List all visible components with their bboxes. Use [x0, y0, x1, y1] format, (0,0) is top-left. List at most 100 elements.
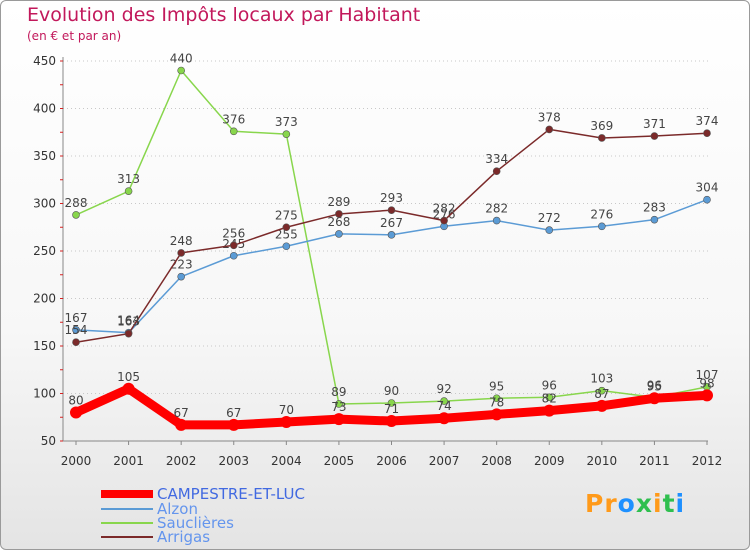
data-point-sauclieres: [598, 386, 606, 395]
data-point-sauclieres: [282, 130, 291, 138]
data-point-campestre-et-luc: [227, 418, 240, 431]
y-tick-label: 450: [33, 54, 56, 68]
x-tick-label: 2012: [692, 454, 723, 468]
data-label-campestre-et-luc: 82: [542, 392, 557, 406]
data-label-sauclieres: 89: [331, 385, 346, 399]
logo-letter: t: [662, 489, 676, 518]
x-tick-label: 2001: [113, 454, 144, 468]
data-label-arrigas: 163: [117, 315, 140, 329]
data-label-sauclieres: 376: [222, 112, 245, 126]
data-label-sauclieres: 90: [384, 384, 399, 398]
logo-letter: o: [617, 489, 636, 518]
x-tick-label: 2002: [166, 454, 197, 468]
data-point-sauclieres: [387, 399, 396, 407]
logo-letter: i: [675, 489, 686, 518]
logo-letter: x: [635, 489, 653, 518]
data-point-sauclieres: [72, 211, 80, 219]
y-tick-label: 50: [41, 434, 56, 448]
data-point-alzon: [598, 222, 606, 231]
data-label-alzon: 268: [327, 215, 350, 229]
y-tick-label: 350: [33, 149, 56, 163]
data-point-arrigas: [124, 329, 133, 338]
data-point-arrigas: [177, 249, 185, 257]
y-tick-label: 300: [33, 197, 56, 211]
data-label-alzon: 304: [696, 181, 719, 195]
data-point-sauclieres: [335, 400, 343, 408]
data-label-arrigas: 256: [222, 226, 245, 240]
data-label-arrigas: 275: [275, 208, 298, 222]
logo-letter: i: [653, 489, 663, 518]
data-point-arrigas: [492, 167, 501, 175]
y-tick-label: 400: [33, 102, 56, 116]
legend-item-arrigas: Arrigas: [101, 528, 211, 546]
data-point-campestre-et-luc: [70, 406, 82, 419]
legend-swatch-campestre-et-luc: [101, 490, 153, 498]
x-tick-label: 2000: [61, 454, 92, 468]
data-point-campestre-et-luc: [122, 382, 135, 395]
data-label-alzon: 276: [433, 207, 456, 221]
legend-label-campestre-et-luc: CAMPESTRE-ET-LUC: [157, 485, 305, 503]
y-tick-label: 200: [33, 292, 56, 306]
y-tick-label: 250: [33, 244, 56, 258]
x-tick-label: 2011: [639, 454, 670, 468]
data-point-arrigas: [703, 129, 711, 137]
legend-swatch-sauclieres: [101, 522, 153, 524]
data-label-arrigas: 378: [538, 110, 561, 124]
data-label-alzon: 255: [275, 227, 298, 241]
data-point-campestre-et-luc: [332, 413, 345, 426]
data-point-alzon: [72, 326, 80, 334]
legend-label-arrigas: Arrigas: [157, 528, 211, 546]
data-point-campestre-et-luc: [438, 412, 451, 425]
data-label-sauclieres: 440: [170, 52, 193, 66]
data-point-campestre-et-luc: [280, 416, 293, 428]
data-label-alzon: 272: [538, 211, 561, 225]
data-label-sauclieres: 103: [590, 372, 613, 386]
data-point-campestre-et-luc: [543, 404, 556, 417]
y-tick-label: 150: [33, 339, 56, 353]
data-label-campestre-et-luc: 70: [279, 403, 294, 417]
logo-letter: r: [604, 489, 618, 518]
data-label-campestre-et-luc: 73: [331, 400, 346, 414]
data-label-sauclieres: 96: [542, 378, 557, 392]
x-tick-label: 2007: [429, 454, 460, 468]
data-label-alzon: 167: [65, 311, 88, 325]
data-point-sauclieres: [124, 187, 133, 195]
data-label-arrigas: 248: [170, 234, 193, 248]
data-point-campestre-et-luc: [490, 408, 503, 421]
data-point-arrigas: [282, 223, 291, 232]
data-point-arrigas: [650, 132, 659, 140]
x-tick-label: 2008: [481, 454, 512, 468]
data-point-campestre-et-luc: [175, 418, 188, 431]
data-point-arrigas: [335, 210, 343, 218]
chart-subtitle: (en € et par an): [27, 29, 122, 43]
data-label-sauclieres: 95: [489, 379, 504, 393]
data-label-arrigas: 334: [485, 152, 508, 166]
data-label-sauclieres: 313: [117, 172, 140, 186]
data-point-sauclieres: [440, 397, 448, 405]
data-point-arrigas: [387, 206, 396, 214]
data-label-alzon: 283: [643, 201, 666, 215]
legend-item-campestre-et-luc: CAMPESTRE-ET-LUC: [101, 485, 305, 503]
data-point-sauclieres: [492, 394, 501, 403]
x-tick-label: 2010: [587, 454, 618, 468]
data-label-sauclieres: 373: [275, 115, 298, 129]
data-label-sauclieres: 107: [696, 368, 719, 382]
y-tick-label: 100: [33, 387, 56, 401]
data-point-alzon: [335, 230, 343, 238]
data-label-campestre-et-luc: 105: [117, 370, 140, 384]
x-tick-label: 2004: [271, 454, 302, 468]
data-point-alzon: [650, 215, 659, 224]
x-tick-label: 2003: [218, 454, 249, 468]
data-label-alzon: 276: [590, 207, 613, 221]
data-label-arrigas: 282: [433, 202, 456, 216]
data-point-alzon: [387, 231, 396, 239]
legend-label-sauclieres: Sauclières: [157, 514, 234, 532]
data-point-campestre-et-luc: [595, 399, 608, 412]
data-label-campestre-et-luc: 95: [647, 379, 662, 393]
proxiti-logo: Proxiti: [585, 489, 685, 518]
x-tick-label: 2006: [376, 454, 407, 468]
data-label-alzon: 267: [380, 216, 403, 230]
data-point-sauclieres: [545, 393, 554, 402]
data-point-arrigas: [229, 241, 238, 250]
